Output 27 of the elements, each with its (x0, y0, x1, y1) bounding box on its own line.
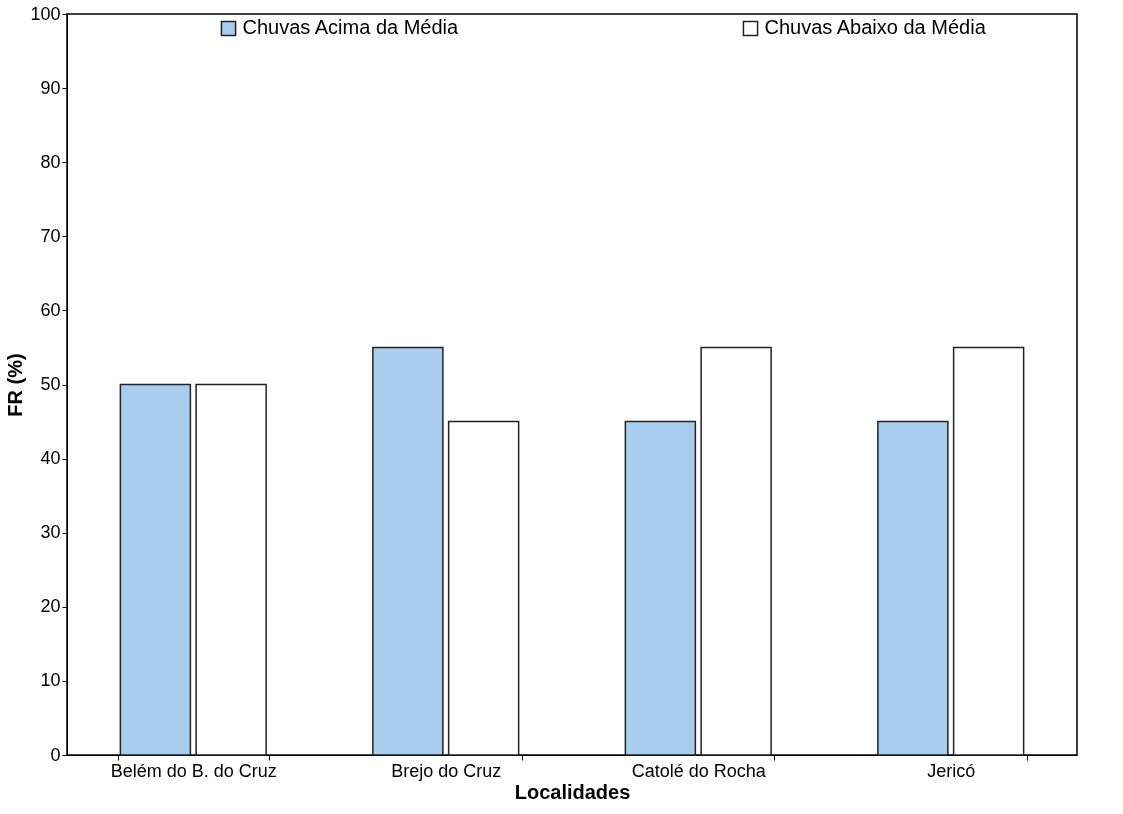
y-tick-label: 30 (40, 522, 61, 543)
y-tick-label: 60 (40, 299, 61, 320)
y-axis-title: FR (%) (4, 353, 27, 417)
y-tick-label: 50 (40, 374, 61, 394)
bar (195, 383, 267, 756)
bar (700, 346, 772, 756)
x-tick-label: Brejo do Cruz (391, 760, 502, 781)
bar (952, 346, 1025, 756)
legend-label: Chuvas Acima da Média (242, 16, 460, 39)
bar (119, 383, 192, 756)
x-tick-label: Catolé do Rocha (631, 760, 767, 781)
y-tick-label: 100 (30, 3, 61, 24)
y-tick-label: 10 (40, 670, 61, 691)
y-tick-label: 80 (40, 151, 61, 172)
bar (877, 420, 949, 756)
bar (624, 420, 697, 756)
x-tick-label: Belém do B. do Cruz (110, 760, 277, 781)
bar (447, 420, 520, 756)
x-axis-title: Localidades (514, 780, 631, 803)
y-tick-label: 0 (50, 744, 61, 765)
x-tick-label: Jericó (927, 760, 976, 781)
y-tick-label: 70 (40, 225, 61, 246)
y-tick-label: 40 (40, 448, 61, 469)
y-tick-label: 20 (40, 596, 61, 617)
legend-label: Chuvas Abaixo da Média (764, 16, 987, 39)
bar (372, 346, 444, 756)
y-tick-label: 90 (40, 77, 61, 98)
